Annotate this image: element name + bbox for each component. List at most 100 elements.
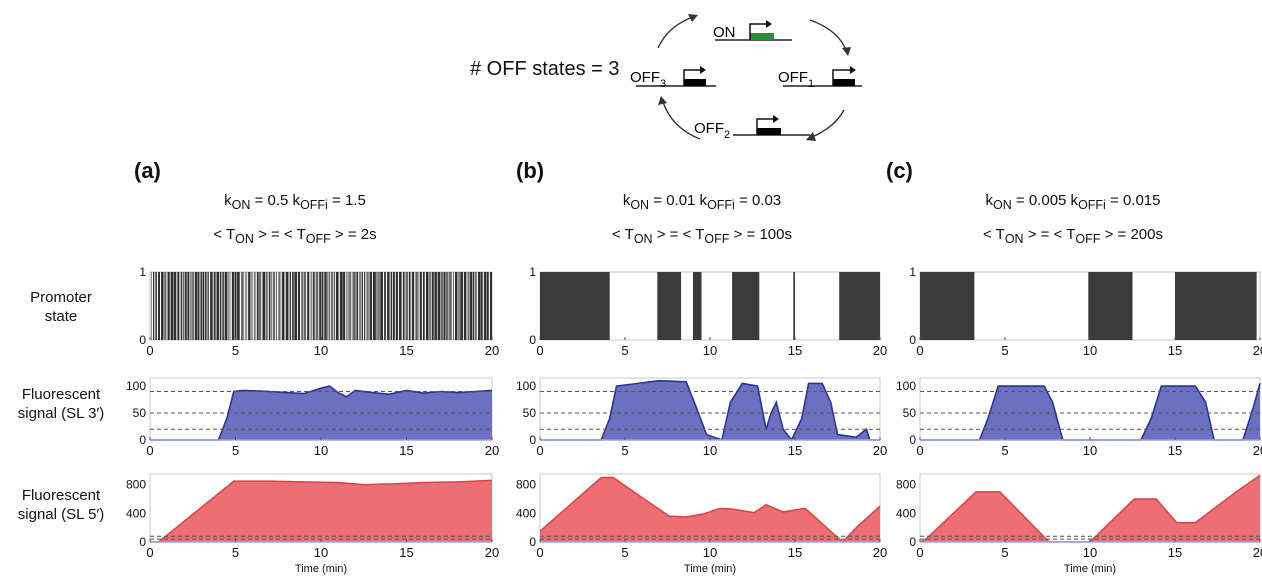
promoter-on-bar — [327, 272, 329, 340]
promoter-on-bar — [220, 272, 222, 340]
x-tick-label: 5 — [621, 545, 628, 560]
promoter-on-bar — [227, 272, 229, 340]
promoter-on-bar — [489, 272, 492, 340]
x-tick-label: 10 — [314, 343, 328, 358]
off1-label: OFF — [778, 69, 808, 86]
promoter-on-bar — [443, 272, 446, 340]
svg-text:OFF3: OFF3 — [630, 69, 666, 90]
y-tick-label: 100 — [896, 379, 916, 393]
off2-subscript: 2 — [724, 129, 730, 141]
promoter-on-bar — [307, 272, 310, 340]
promoter-on-bar — [366, 272, 368, 340]
x-axis-label: Time (min) — [295, 563, 347, 575]
x-tick-label: 0 — [146, 545, 153, 560]
promoter-on-bar — [346, 272, 348, 340]
promoter-on-bar — [467, 272, 470, 340]
x-tick-label: 5 — [621, 343, 628, 358]
signal-line — [150, 479, 493, 543]
promoter-on-bar — [297, 272, 301, 340]
promoter-on-bar — [390, 272, 393, 340]
promoter-on-bar — [231, 272, 235, 340]
promoter-on-bar — [359, 272, 361, 340]
promoter-on-bar — [458, 272, 460, 340]
x-tick-label: 20 — [873, 443, 887, 458]
promoter-on-bar — [173, 272, 177, 340]
promoter-on-bar — [315, 272, 319, 340]
promoter-on-bar — [240, 272, 244, 340]
signal-area — [920, 383, 1260, 440]
promoter-on-bar — [248, 272, 251, 340]
promoter-on-bar — [415, 272, 417, 340]
promoter-on-bar — [256, 272, 259, 340]
x-axis-label: Time (min) — [684, 563, 736, 575]
x-tick-label: 10 — [703, 545, 717, 560]
y-tick-label: 0 — [529, 433, 536, 447]
x-tick-label: 20 — [1253, 545, 1262, 560]
promoter-on-bar — [270, 272, 272, 340]
y-tick-label: 0 — [139, 535, 146, 549]
arrow-off3-to-on — [657, 16, 694, 49]
promoter-on-bar — [259, 272, 262, 340]
x-tick-label: 0 — [536, 343, 543, 358]
promoter-on-bar — [463, 272, 467, 340]
signal-line — [919, 474, 1261, 543]
y-tick-label: 0 — [909, 333, 916, 347]
chart-sl3-a: 0 5 10 15 20 0 50 100 — [126, 377, 499, 458]
promoter-on-bar — [449, 272, 452, 340]
promoter-on-bar — [378, 272, 380, 340]
off-states-label: # OFF states = 3 — [470, 58, 620, 80]
promoter-state-scheme: ON OFF1 OFF3 OFF2 — [630, 14, 862, 141]
promoter-on-bar — [380, 272, 383, 340]
promoter-on-bar — [234, 272, 237, 340]
promoter-on-bar — [347, 272, 349, 340]
x-tick-label: 0 — [916, 545, 923, 560]
promoter-on-bar — [190, 272, 192, 340]
promoter-on-bar — [454, 272, 458, 340]
x-tick-label: 20 — [1253, 443, 1262, 458]
promoter-on-bar — [349, 272, 352, 340]
promoter-on-bar — [333, 272, 335, 340]
x-tick-label: 20 — [873, 343, 887, 358]
promoter-on-bar — [310, 272, 312, 340]
promoter-on-bar — [281, 272, 285, 340]
promoter-on-bar — [335, 272, 339, 340]
promoter-on-bar — [356, 272, 359, 340]
x-tick-label: 5 — [232, 443, 239, 458]
promoter-on-bar — [540, 272, 610, 340]
y-tick-label: 0 — [529, 535, 536, 549]
panel-b-times: < TON > = < TOFF > = 100s — [612, 226, 792, 246]
chart-sl5-b: 0 5 10 15 20 0 400 800 Time (min) — [516, 473, 887, 575]
promoter-on-bar — [395, 272, 398, 340]
promoter-on-bar — [422, 272, 425, 340]
x-tick-label: 15 — [399, 443, 413, 458]
promoter-on-bar — [202, 272, 205, 340]
promoter-on-bar — [472, 272, 475, 340]
promoter-on-bar — [477, 272, 481, 340]
promoter-on-bar — [368, 272, 370, 340]
cycle-arrows — [657, 16, 847, 140]
signal-area — [150, 480, 492, 542]
promoter-on-bar — [352, 272, 354, 340]
panel-c-times: < TON > = < TOFF > = 200s — [983, 226, 1163, 246]
y-tick-label: 400 — [126, 506, 146, 520]
panel-letter-b: (b) — [516, 158, 545, 183]
promoter-on-bar — [152, 272, 155, 340]
chart-sl3-c: 0 5 10 15 20 0 50 100 — [896, 377, 1262, 458]
signal-area — [540, 477, 880, 542]
promoter-on-bar — [839, 272, 880, 340]
promoter-on-bar — [292, 272, 294, 340]
row-label-sl3: Fluorescent signal (SL 3′) — [17, 386, 105, 422]
x-tick-label: 10 — [1083, 343, 1097, 358]
signal-area — [920, 475, 1260, 542]
x-tick-label: 20 — [485, 343, 499, 358]
x-tick-label: 5 — [1001, 343, 1008, 358]
promoter-on-bar — [229, 272, 231, 340]
promoter-on-bar — [392, 272, 395, 340]
promoter-on-bar — [262, 272, 266, 340]
promoter-on-bar — [167, 272, 170, 340]
x-tick-label: 10 — [703, 443, 717, 458]
promoter-on-bar — [920, 272, 975, 340]
chart-sl5-a: 0 5 10 15 20 0 400 800 Time (min) — [126, 473, 499, 575]
promoter-on-bar — [158, 272, 160, 340]
promoter-on-bar — [210, 272, 213, 340]
